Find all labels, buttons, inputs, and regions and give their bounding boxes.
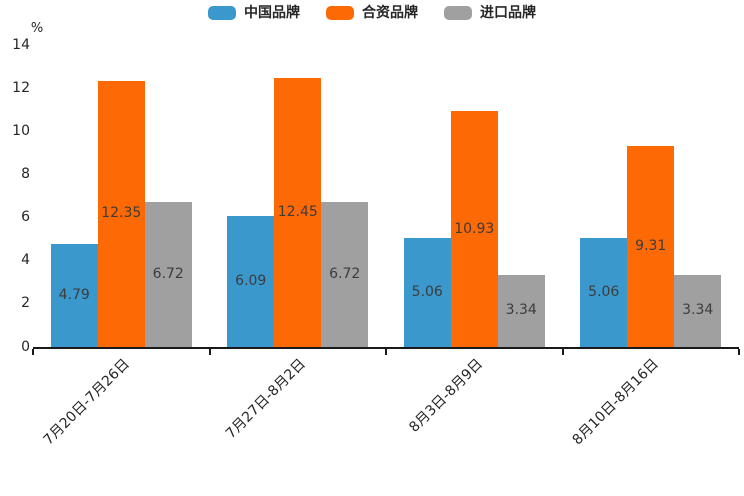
bar	[227, 215, 275, 347]
bar-value-label: 4.79	[58, 286, 90, 303]
legend-item: 合资品牌	[326, 6, 418, 20]
bar-value-label: 5.06	[588, 283, 620, 300]
bar-value-label: 9.31	[635, 238, 667, 255]
bar-value-label: 10.93	[454, 220, 495, 237]
x-axis-tick	[208, 349, 211, 355]
x-axis-tick	[738, 349, 740, 355]
chart-legend: 中国品牌 合资品牌 进口品牌	[0, 6, 744, 20]
y-tick-label: 14	[12, 36, 30, 53]
y-axis-unit-label: %	[30, 21, 44, 36]
legend-swatch-icon	[326, 6, 354, 20]
legend-label: 合资品牌	[362, 5, 418, 21]
bar-value-label: 6.72	[329, 266, 361, 283]
bar-value-label: 3.34	[505, 302, 537, 319]
legend-item: 进口品牌	[444, 6, 536, 20]
y-tick-label: 4	[21, 252, 30, 269]
bar	[50, 243, 98, 347]
bar	[674, 274, 722, 347]
legend-item: 中国品牌	[208, 6, 300, 20]
bar-value-label: 12.45	[277, 204, 318, 221]
bar-value-label: 12.35	[101, 205, 142, 222]
legend-swatch-icon	[208, 6, 236, 20]
bar	[274, 78, 322, 347]
y-tick-label: 8	[21, 165, 30, 182]
bar-value-label: 6.09	[235, 272, 267, 289]
legend-swatch-icon	[444, 6, 472, 20]
bar-value-label: 3.34	[682, 302, 714, 319]
bar	[450, 111, 498, 347]
legend-label: 中国品牌	[244, 5, 300, 21]
bar	[403, 237, 451, 347]
bar-value-label: 6.72	[152, 266, 184, 283]
y-tick-label: 2	[21, 295, 30, 312]
bar	[321, 202, 369, 347]
bar	[144, 202, 192, 347]
y-tick-label: 10	[12, 122, 30, 139]
y-tick-label: 6	[21, 209, 30, 226]
bar	[97, 80, 145, 347]
x-axis-tick	[32, 349, 34, 355]
bar	[580, 237, 628, 347]
y-tick-label: 12	[12, 79, 30, 96]
legend-label: 进口品牌	[480, 5, 536, 21]
bar	[627, 146, 675, 347]
bar-value-label: 5.06	[411, 283, 443, 300]
x-tick-label: 8月10日-8月16日	[569, 356, 663, 449]
x-tick-label: 7月20日-7月26日	[40, 356, 133, 449]
bar	[497, 274, 545, 347]
x-axis-tick	[385, 349, 387, 355]
y-tick-label: 0	[21, 338, 30, 355]
x-tick-label: 8月3日-8月9日	[405, 356, 486, 436]
x-axis-line	[33, 347, 739, 349]
x-tick-label: 7月27日-8月2日	[223, 356, 310, 442]
x-axis-tick	[561, 349, 564, 355]
